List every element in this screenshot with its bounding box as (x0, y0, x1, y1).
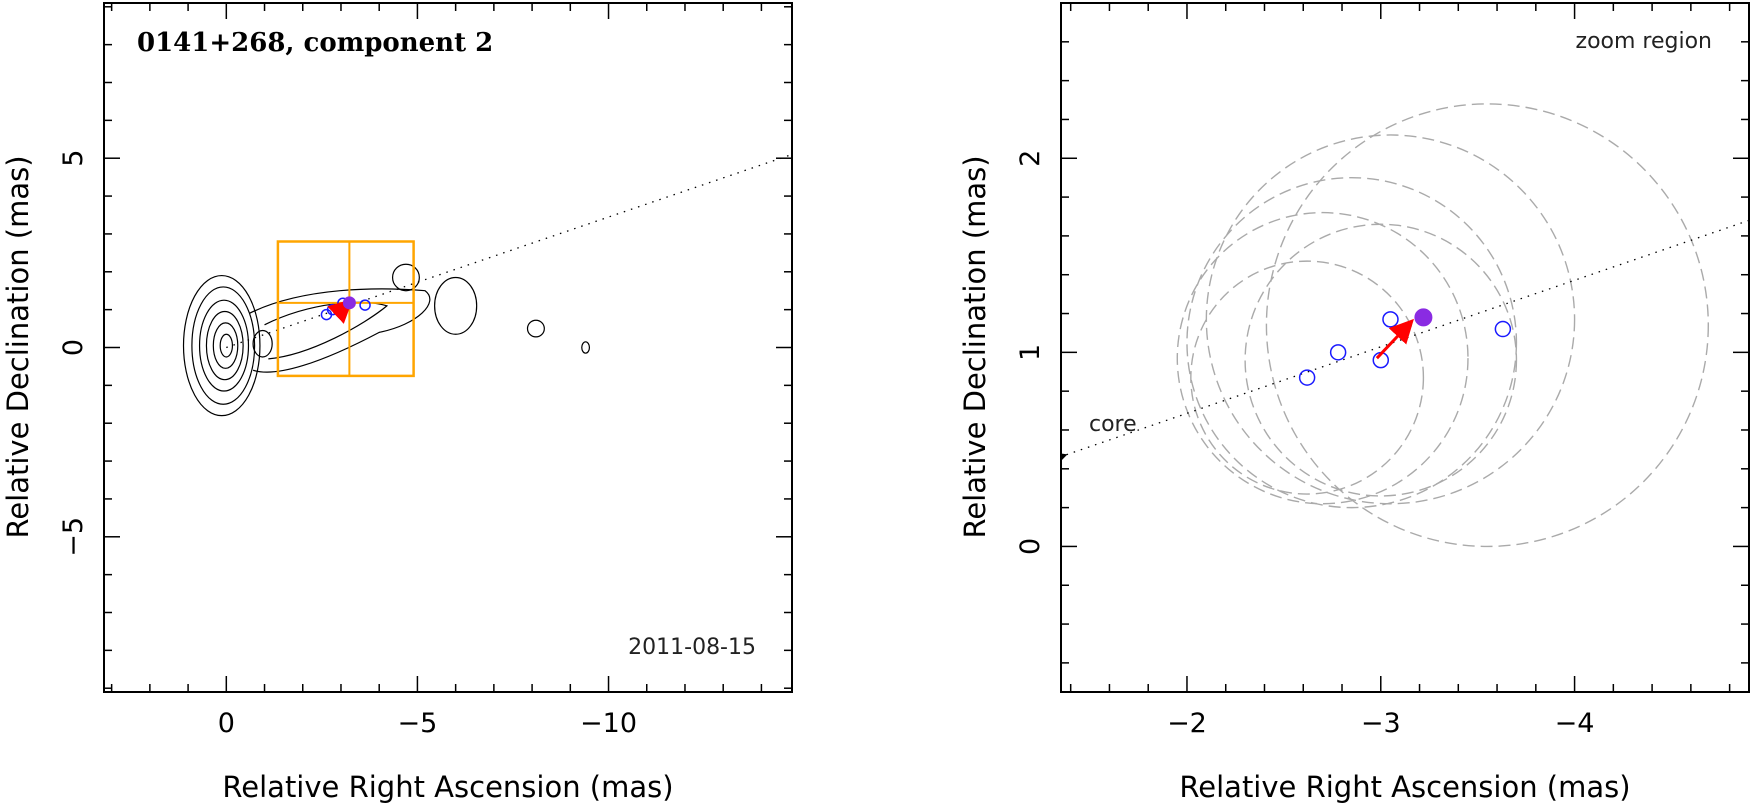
left-x-tick-label: −5 (398, 708, 438, 739)
left-open-point (359, 299, 371, 311)
right-filled-point (1414, 308, 1433, 327)
contour (391, 263, 420, 292)
right-x-tick-label: −4 (1555, 708, 1595, 739)
core-direction-line (1061, 219, 1749, 465)
right-x-axis-label: Relative Right Ascension (mas) (1179, 770, 1630, 804)
right-y-axis-label: Relative Declination (mas) (958, 155, 992, 538)
contour (182, 274, 261, 417)
left-plot-area (182, 153, 792, 417)
right-panel: −2 −3 −4 0 1 2 zoom region core Relative Righ… (958, 2, 1750, 804)
right-axis-ticks (1061, 2, 1749, 692)
uncertainty-circle (1186, 176, 1518, 509)
right-y-tick-label: 0 (1015, 538, 1046, 555)
contour (191, 286, 256, 405)
jet-contour (248, 288, 431, 373)
left-axis-ticks (104, 3, 792, 692)
left-title: 0141+268, component 2 (137, 28, 493, 58)
contour (434, 276, 478, 335)
left-y-tick-label: 5 (58, 150, 89, 167)
contour-group (182, 263, 591, 417)
uncertainty-circle (1244, 223, 1518, 497)
left-tick-labels: 0 −5 −10 −5 0 5 (58, 150, 637, 739)
contour (219, 333, 234, 358)
uncertainty-circle (1265, 103, 1710, 548)
left-y-tick-label: 0 (58, 339, 89, 356)
uncertainty-circle (1176, 211, 1469, 505)
jet-contour-inner (264, 301, 389, 360)
uncertainty-circles (1176, 103, 1710, 548)
right-plot-frame (1060, 2, 1750, 693)
uncertainty-circle (1190, 260, 1425, 495)
right-tick-labels: −2 −3 −4 0 1 2 (1015, 150, 1594, 739)
right-open-point (1298, 369, 1316, 386)
contour (212, 322, 239, 369)
contour (581, 341, 591, 354)
core-label: core (1089, 412, 1137, 437)
left-plot-frame (103, 2, 793, 693)
right-plot-area (1061, 103, 1749, 548)
left-panel: 0 −5 −10 −5 0 5 0141+268, component 2 2011-08… (1, 2, 793, 804)
right-x-tick-label: −3 (1361, 708, 1401, 739)
left-x-tick-label: −10 (580, 708, 637, 739)
jet-direction-line (226, 153, 792, 349)
right-motion-arrow (1375, 318, 1414, 360)
uncertainty-circle (1205, 134, 1576, 505)
left-y-tick-label: −5 (58, 517, 89, 557)
left-x-axis-label: Relative Right Ascension (mas) (222, 770, 673, 804)
right-open-point (1382, 311, 1399, 328)
right-y-tick-label: 1 (1015, 344, 1046, 361)
left-filled-point (342, 296, 356, 310)
right-x-tick-label: −2 (1167, 708, 1207, 739)
contour (205, 310, 244, 381)
zoom-box-outline (276, 240, 415, 378)
contour (526, 319, 545, 338)
left-data-points (320, 296, 371, 324)
right-y-tick-label: 2 (1015, 150, 1046, 167)
left-x-tick-label: 0 (218, 708, 235, 739)
right-open-point (1329, 344, 1347, 361)
observation-date: 2011-08-15 (628, 635, 756, 660)
zoom-region-title: zoom region (1576, 29, 1712, 54)
right-open-point (1494, 320, 1512, 338)
left-y-axis-label: Relative Declination (mas) (1, 155, 35, 538)
contour (252, 329, 273, 358)
contour (198, 299, 250, 392)
right-data-points (1298, 308, 1512, 386)
